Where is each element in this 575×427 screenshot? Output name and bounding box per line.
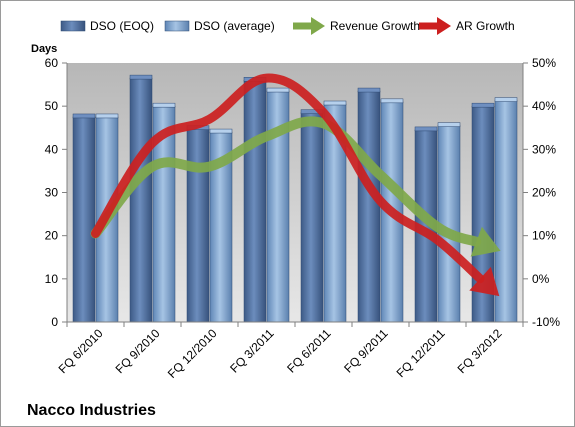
x-tick-label: FQ 9/2010 [113, 326, 163, 376]
bar-dso-eoq [72, 116, 96, 323]
bar-cap [266, 87, 290, 93]
x-tick-label: FQ 6/2011 [284, 326, 334, 376]
y2-tick-label: 30% [532, 142, 556, 156]
legend-label: DSO (average) [194, 19, 275, 33]
y2-tick-label: -10% [532, 315, 560, 329]
bar-cap [414, 126, 438, 132]
y-tick-label: 10 [45, 272, 59, 286]
legend-label: DSO (EOQ) [90, 19, 154, 33]
y-axis-title: Days [31, 43, 57, 55]
y-tick-label: 50 [45, 99, 59, 113]
y2-tick-label: 50% [532, 56, 556, 70]
x-tick-label: FQ 12/2011 [394, 326, 448, 380]
bar-cap [437, 122, 461, 127]
bar-cap [357, 87, 381, 93]
x-tick-label: FQ 3/2012 [455, 326, 505, 376]
x-tick-label: FQ 6/2010 [56, 326, 106, 376]
growth-lines [90, 73, 501, 297]
bar-dso-eoq [186, 128, 210, 323]
y2-tick-label: 0% [532, 272, 550, 286]
legend: DSO (EOQ) DSO (average) Revenue Growth AR G… [60, 17, 515, 35]
x-tick-label: FQ 9/2011 [341, 326, 391, 376]
legend-swatch [60, 20, 86, 32]
line-ar-growth [91, 73, 485, 284]
bar-cap [471, 102, 495, 108]
bar-cap [152, 102, 176, 108]
arrowhead-revenue-growth [470, 226, 501, 257]
legend-arrow [311, 17, 325, 35]
bar-cap [494, 97, 518, 102]
bar-cap [129, 74, 153, 80]
bar-cap [209, 128, 233, 134]
y2-tick-label: 40% [532, 99, 556, 113]
bar-cap [380, 98, 404, 104]
x-tick-label: FQ 3/2011 [227, 326, 277, 376]
bar-cap [95, 113, 119, 119]
bar-dso-average [494, 100, 518, 323]
chart-title: Nacco Industries [27, 402, 156, 419]
bar-dso-eoq [129, 77, 153, 323]
y2-tick-label: 10% [532, 229, 556, 243]
bar-cap [72, 113, 96, 119]
legend-label: AR Growth [456, 19, 515, 33]
legend-label: Revenue Growth [330, 19, 420, 33]
y-tick-label: 30 [45, 186, 59, 200]
bar-dso-eoq [300, 112, 324, 323]
legend-swatch [164, 20, 190, 32]
legend-arrow [437, 17, 451, 35]
y-tick-label: 60 [45, 56, 59, 70]
bar-cap [323, 100, 347, 106]
y2-tick-label: 20% [532, 186, 556, 200]
y-tick-label: 20 [45, 229, 59, 243]
y-tick-label: 40 [45, 142, 59, 156]
bar-dso-eoq [357, 90, 381, 323]
x-tick-label: FQ 12/2010 [165, 326, 220, 381]
y-tick-label: 0 [51, 315, 58, 329]
line-revenue-growth [90, 116, 482, 247]
bar-dso-eoq [243, 80, 267, 323]
arrowhead-ar-growth [469, 266, 500, 297]
